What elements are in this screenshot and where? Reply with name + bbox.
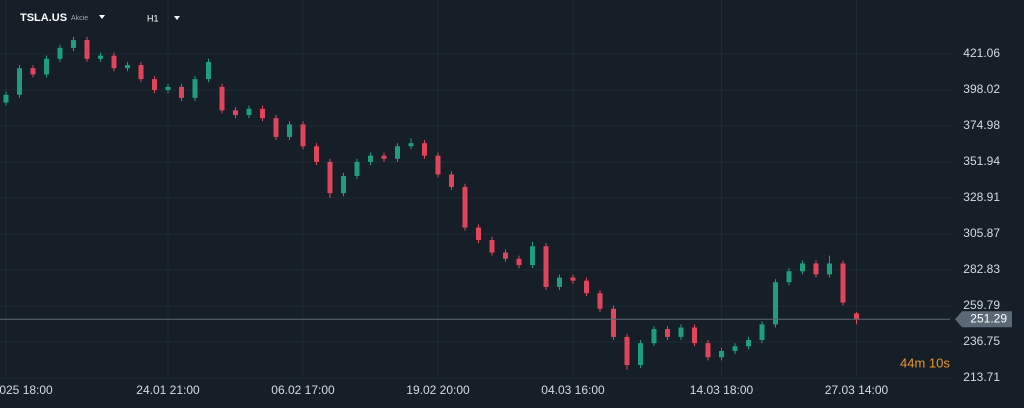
candle-body: [638, 343, 643, 366]
candle-body: [827, 263, 832, 275]
candle-body: [341, 175, 346, 194]
candle-body: [111, 55, 117, 69]
candle-body: [219, 86, 225, 111]
candle-body: [192, 79, 198, 98]
candle-body: [381, 155, 387, 159]
candle-body: [3, 94, 9, 103]
y-tick-label: 374.98: [963, 118, 1000, 132]
candle-body: [462, 186, 468, 228]
candles: [3, 36, 859, 370]
candle-body: [422, 143, 427, 156]
y-tick-label: 351.94: [963, 154, 1000, 168]
candle-body: [395, 146, 400, 159]
candle-body: [800, 263, 805, 272]
y-tick-label: 282.83: [963, 262, 1000, 276]
candle-body: [327, 161, 333, 194]
candle-body: [435, 155, 441, 175]
y-tick-label: 305.87: [963, 226, 1000, 240]
candle-body: [125, 65, 130, 69]
candle-body: [138, 65, 144, 80]
y-tick-label: 398.02: [963, 82, 1000, 96]
last-price-label: 251.29: [970, 311, 1007, 325]
candle-body: [57, 47, 63, 59]
x-tick-label: 04.03 16:00: [541, 383, 605, 397]
candle-body: [71, 40, 76, 48]
candle-body: [233, 110, 238, 116]
y-tick-label: 236.75: [963, 334, 1000, 348]
symbol[interactable]: TSLA.US: [20, 12, 67, 24]
candle-body: [503, 252, 508, 259]
candle-body: [300, 124, 306, 147]
candle-body: [854, 313, 859, 320]
grid: [0, 0, 950, 379]
candle-body: [732, 346, 738, 351]
candle-body: [759, 324, 765, 341]
candle-body: [408, 143, 414, 147]
candle-body: [165, 86, 171, 91]
candle-body: [314, 146, 319, 162]
candle-body: [449, 174, 454, 187]
timeframe[interactable]: H1: [147, 13, 159, 23]
candle-body: [746, 340, 751, 347]
x-tick-label: 19.02 20:00: [406, 383, 470, 397]
candle-body: [206, 61, 211, 80]
candle-body: [557, 277, 562, 287]
candle-body: [368, 155, 373, 162]
candle-body: [489, 240, 495, 253]
x-tick-label: 24.01 21:00: [136, 383, 200, 397]
candle-body: [840, 263, 846, 303]
y-tick-label: 328.91: [963, 190, 1000, 204]
x-tick-label: 13.01.2025 18:00: [0, 383, 53, 397]
candle-body: [17, 68, 22, 95]
y-tick-label: 259.79: [963, 298, 1000, 312]
y-tick-label: 213.71: [963, 370, 1000, 384]
y-tick-label: 421.06: [963, 46, 1000, 60]
candle-body: [611, 308, 616, 337]
candle-body: [665, 329, 670, 337]
countdown: 44m 10s: [900, 355, 950, 370]
candle-body: [260, 108, 265, 119]
candle-body: [705, 343, 711, 358]
candle-body: [476, 227, 481, 241]
timeframe-dropdown[interactable]: [174, 16, 180, 20]
candle-body: [543, 246, 549, 287]
x-tick-label: 06.02 17:00: [271, 383, 335, 397]
candle-body: [84, 40, 90, 59]
candle-body: [354, 161, 360, 176]
x-tick-label: 14.03 18:00: [690, 383, 754, 397]
candle-body: [773, 282, 778, 325]
candle-body: [570, 277, 576, 281]
last-price-box: [955, 311, 1012, 328]
candle-body: [624, 336, 630, 366]
candle-body: [516, 258, 522, 266]
asset-class[interactable]: Akcie: [71, 15, 88, 22]
candle-body: [152, 79, 157, 91]
candle-body: [287, 124, 292, 137]
candle-body: [692, 327, 697, 344]
candle-body: [246, 108, 252, 116]
x-tick-label: 27.03 14:00: [825, 383, 889, 397]
candle-body: [597, 293, 603, 309]
candle-body: [786, 271, 792, 283]
candle-body: [98, 55, 103, 59]
candle-body: [813, 263, 819, 275]
candle-body: [30, 68, 36, 75]
candle-body: [651, 329, 657, 344]
candle-body: [719, 350, 724, 358]
candle-body: [273, 118, 279, 137]
candle-body: [44, 58, 49, 75]
candle-body: [179, 86, 184, 98]
candle-body: [678, 327, 684, 337]
symbol-dropdown[interactable]: [99, 15, 105, 19]
candle-body: [530, 246, 535, 266]
candle-body: [584, 280, 589, 294]
